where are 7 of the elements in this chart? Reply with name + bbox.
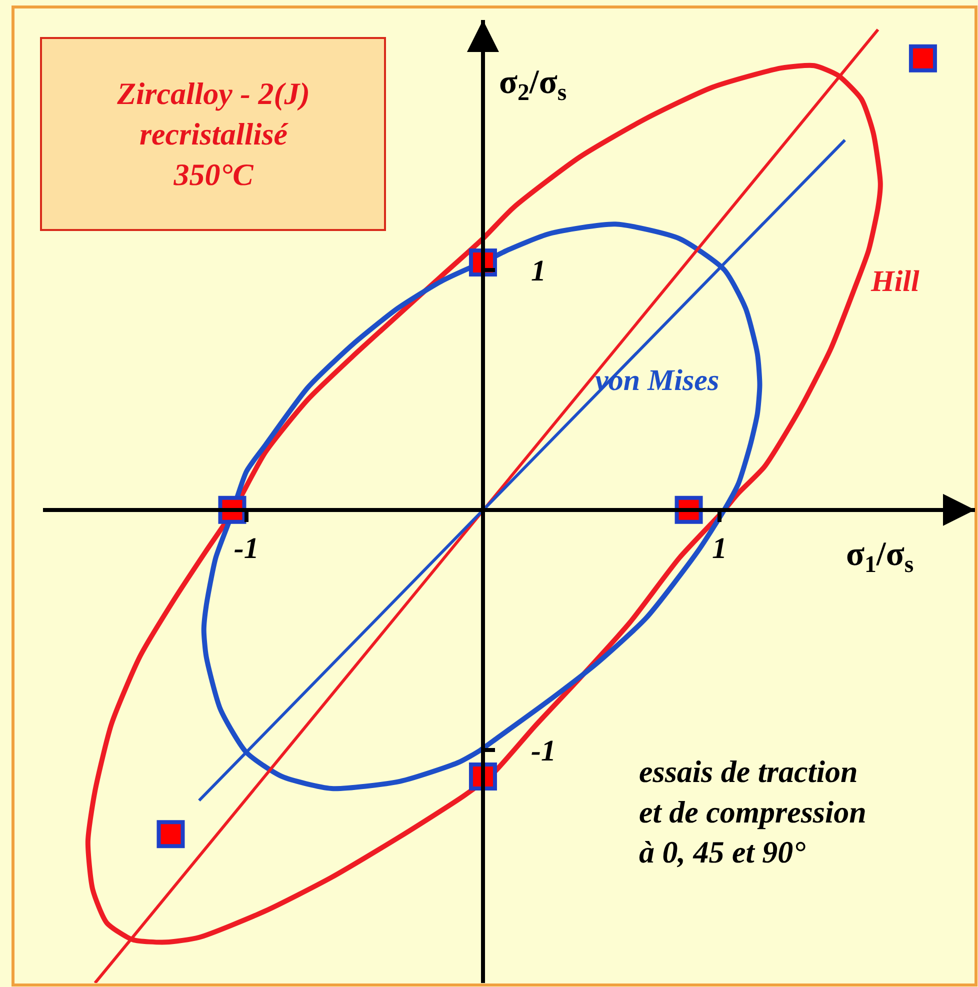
text: Zircalloy - 2(J) recristallisé 350°C (116, 76, 310, 192)
annotation: essais de traction et de compression à 0, 45 et 90° (639, 754, 866, 870)
y-axis-title: σ$_{2}$/σ$_{s}$ (499, 64, 567, 106)
point (156, 820, 185, 848)
annotation: Hill (870, 265, 920, 298)
point (908, 44, 937, 72)
x-axis-title: σ$_{1}$/σ$_{s}$ (846, 536, 914, 578)
